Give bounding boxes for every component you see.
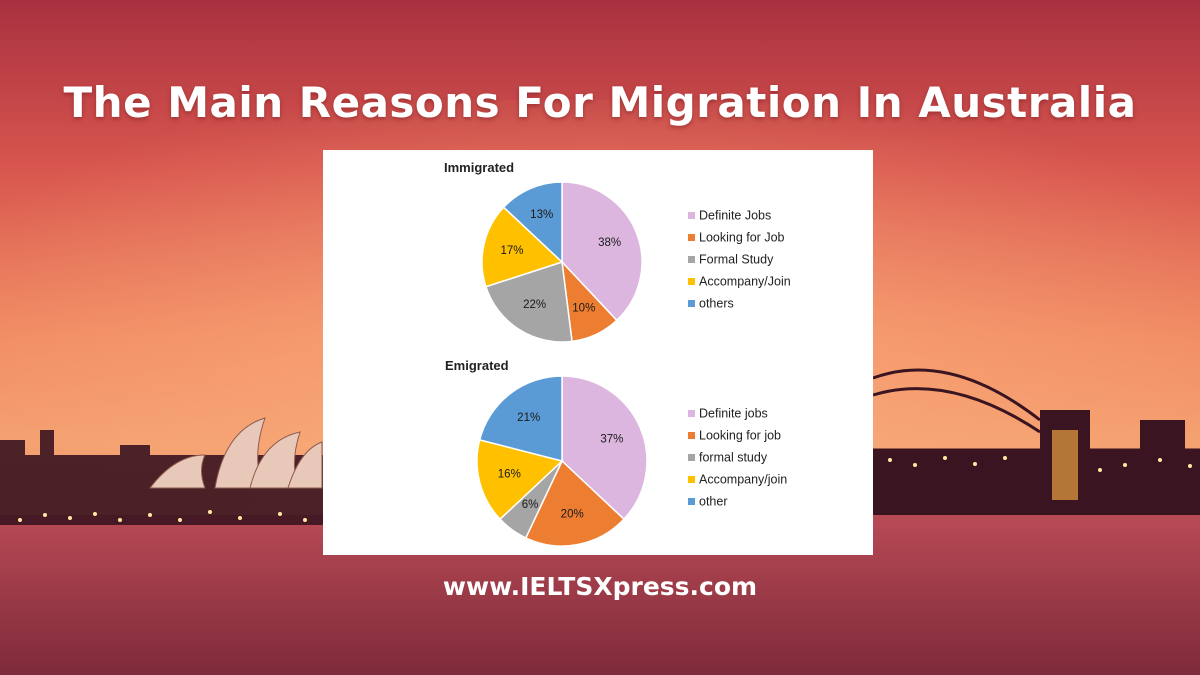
slice-label-others: 21% xyxy=(517,412,540,424)
legend-label-looking-for-job: Looking for Job xyxy=(699,230,785,244)
slice-label-formal-study: 6% xyxy=(522,499,539,511)
legend-label-others: others xyxy=(699,296,734,310)
charts-svg: Immigrated 38% 10% 22% 17% 13% Definite Jobs… xyxy=(444,160,791,547)
slice-label-accompany-join: 16% xyxy=(498,469,521,481)
immigrated-chart: Immigrated 38% 10% 22% 17% 13% Definite Jobs… xyxy=(444,160,791,343)
slice-label-looking-for-job: 10% xyxy=(572,302,595,314)
legend-label-formal-study: formal study xyxy=(699,450,768,464)
legend-swatch-looking-for-job xyxy=(688,234,695,241)
emigrated-legend: Definite jobs Looking for job formal study… xyxy=(688,406,787,508)
pie-slice-formal-study xyxy=(484,261,573,343)
pie-slice-others xyxy=(502,181,563,264)
chart-panel: Immigrated 38% 10% 22% 17% 13% Definite Jobs… xyxy=(323,150,873,555)
legend-swatch-accompany-join xyxy=(688,476,695,483)
legend-label-looking-for-job: Looking for job xyxy=(699,428,781,442)
pie-slice-definite-jobs xyxy=(561,181,643,322)
pie-slice-others xyxy=(478,375,563,462)
slice-label-accompany-join: 17% xyxy=(500,245,523,257)
emigrated-title: Emigrated xyxy=(445,358,509,373)
legend-swatch-looking-for-job xyxy=(688,432,695,439)
page-title: The Main Reasons For Migration In Austra… xyxy=(63,78,1137,127)
legend-label-definite-jobs: Definite Jobs xyxy=(699,208,771,222)
slice-label-looking-for-job: 20% xyxy=(561,508,584,520)
pie-slice-looking-for-job xyxy=(524,459,626,547)
legend-swatch-definite-jobs xyxy=(688,212,695,219)
legend-label-accompany-join: Accompany/join xyxy=(699,472,787,486)
immigrated-title: Immigrated xyxy=(444,160,514,175)
legend-swatch-others xyxy=(688,300,695,307)
website-url: www.IELTSXpress.com xyxy=(442,572,758,601)
slice-label-others: 13% xyxy=(530,209,553,221)
pie-slice-accompany-join xyxy=(481,206,564,288)
pie-slice-accompany-join xyxy=(476,438,564,521)
legend-label-others: other xyxy=(699,494,728,508)
immigrated-legend: Definite Jobs Looking for Job Formal Study… xyxy=(688,208,791,310)
legend-swatch-definite-jobs xyxy=(688,410,695,417)
legend-swatch-others xyxy=(688,498,695,505)
emigrated-chart: Emigrated 37% 20% 6% 16% 21% Definite jobs Lo… xyxy=(445,358,787,547)
legend-label-accompany-join: Accompany/Join xyxy=(699,274,791,288)
slice-label-formal-study: 22% xyxy=(523,299,546,311)
slice-label-definite-jobs: 37% xyxy=(600,433,623,445)
legend-label-formal-study: Formal Study xyxy=(699,252,774,266)
slice-label-definite-jobs: 38% xyxy=(598,237,621,249)
legend-swatch-formal-study xyxy=(688,454,695,461)
legend-swatch-accompany-join xyxy=(688,278,695,285)
legend-swatch-formal-study xyxy=(688,256,695,263)
emigrated-pie: 37% 20% 6% 16% 21% xyxy=(476,375,648,547)
immigrated-pie: 38% 10% 22% 17% 13% xyxy=(481,181,643,343)
pie-slice-definite-jobs xyxy=(561,375,648,521)
legend-label-definite-jobs: Definite jobs xyxy=(699,406,768,420)
